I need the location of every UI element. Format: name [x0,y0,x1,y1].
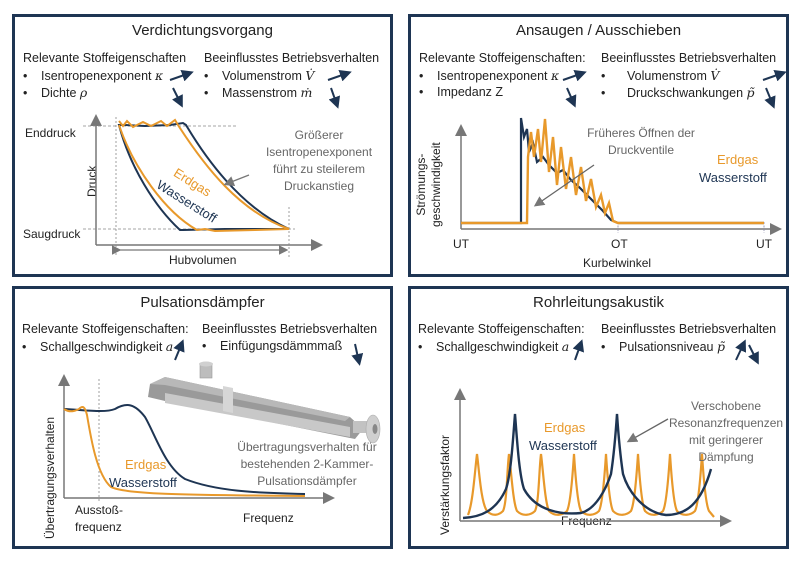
legend-wasserstoff: Wasserstoff [529,438,597,453]
props-header: Relevante Stoffeigenschaften: [419,51,586,65]
flow-velocity-chart [455,117,782,235]
panel-pulsationsdaempfer: Pulsationsdämpfer Relevante Stoffeigensc… [12,286,393,549]
behavior-item: • Einfügungsdämmmaß [202,339,343,353]
prop-item: • Impedanz Z [419,85,504,99]
panel-verdichtungsvorgang: Verdichtungsvorgang Relevante Stoffeigen… [12,14,393,277]
trend-arrows [169,69,352,109]
pv-diagram [83,114,323,257]
x-tick-ut-end: UT [756,237,772,251]
behavior-header: Beeinflusstes Betriebsverhalten [204,51,380,65]
prop-item: • Isentropenexponent κ [23,68,164,83]
trend-arrows [562,69,787,109]
x-axis-label: Frequenz [243,511,294,525]
x-axis-label: Kurbelwinkel [583,256,652,270]
trend-up-icon [562,69,587,82]
legend-erdgas: Erdgas [125,457,167,472]
behavior-header: Beeinflusstes Betriebsverhalten [202,322,378,336]
trend-arrows [173,339,364,366]
props-header: Relevante Stoffeigenschaften: [22,322,189,336]
x-axis-label: Hubvolumen [169,253,237,267]
behavior-item: • Volumenstrom V̇ [601,68,720,83]
panel-title: Pulsationsdämpfer [140,294,265,311]
trend-up-icon [169,69,194,82]
amplification-chart [454,388,732,527]
pulsation-damper-image [148,361,381,444]
behavior-item: • Volumenstrom V̇ [204,68,315,83]
annotation-text: Früheres Öffnen der Druckventile [587,126,695,157]
behavior-header: Beeinflusstes Betriebsverhalten [601,51,777,65]
annotation-text: Verschobene Resonanzfrequenzen mit gerin… [668,399,784,464]
panel-title: Verdichtungsvorgang [132,22,273,39]
x-marker-label: Ausstoß- frequenz [75,503,124,534]
trend-up-icon [327,69,352,82]
y-label-saugdruck: Saugdruck [23,227,81,241]
panel-rohrleitungsakustik: Rohrleitungsakustik Relevante Stoffeigen… [408,286,789,549]
props-header: Relevante Stoffeigenschaften [23,51,187,65]
behavior-item: • Pulsationsniveau p̃ [601,339,726,354]
trend-down-icon [565,87,577,108]
trend-up-icon [735,339,747,361]
props-header: Relevante Stoffeigenschaften: [418,322,585,336]
transfer-behavior-chart [58,374,335,504]
prop-item: • Schallgeschwindigkeit a [418,339,570,354]
trend-up-icon [762,69,787,82]
prop-item: • Dichte ρ [23,85,88,100]
y-label-enddruck: Enddruck [25,126,76,140]
trend-arrows [572,339,759,365]
prop-item: • Isentropenexponent κ [419,68,560,83]
x-tick-ut: UT [453,237,469,251]
x-tick-ot: OT [611,237,628,251]
trend-down-icon [172,87,183,108]
legend-wasserstoff: Wasserstoff [699,170,767,185]
panel-title: Rohrleitungsakustik [533,294,664,311]
behavior-header: Beeinflusstes Betriebsverhalten [601,322,777,336]
trend-down-icon [748,344,759,365]
trend-down-icon [351,343,364,366]
panel-ansaugen-ausschieben: Ansaugen / Ausschieben Relevante Stoffei… [408,14,789,277]
annotation-text: Übertragungsverhalten für bestehenden 2-… [237,440,377,488]
trend-up-icon [572,339,584,361]
panel-title: Ansaugen / Ausschieben [515,22,682,39]
trend-up-icon [173,339,185,361]
legend-erdgas: Erdgas [544,420,586,435]
legend-wasserstoff: Wasserstoff [109,475,177,490]
behavior-item: • Druckschwankungen p̃ [601,85,755,100]
trend-down-icon [764,87,776,109]
legend-erdgas: Erdgas [717,152,759,167]
prop-item: • Schallgeschwindigkeit a [22,339,174,354]
trend-down-icon [328,87,340,109]
behavior-item: • Massenstrom ṁ [204,85,313,100]
annotation-text: Größerer Isentropenexponent führt zu ste… [265,128,373,193]
